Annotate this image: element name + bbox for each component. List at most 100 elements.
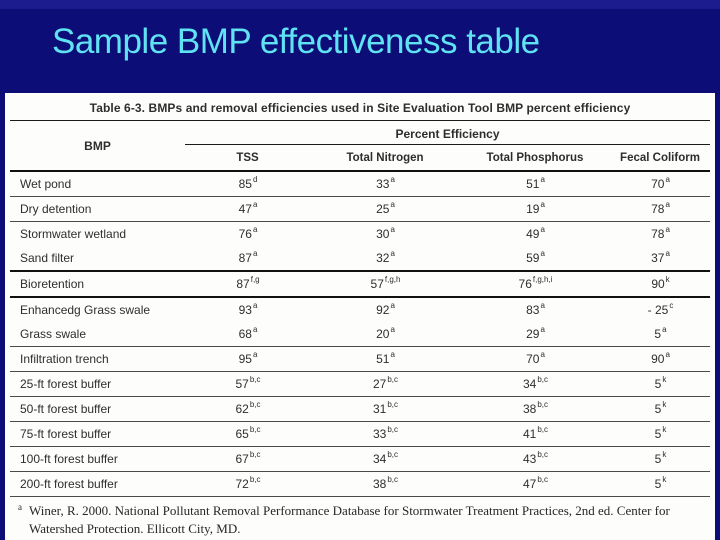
value-cell: 31b,c [310,400,460,417]
value-number: 33 [376,177,390,191]
value-superscript: d [252,175,258,184]
value-superscript: b,c [537,425,549,434]
value-number: 90 [651,277,665,291]
value-cell: 5k [610,476,710,492]
table-row: 100-ft forest buffer 67b,c 34b,c 43b,c 5k [10,447,710,472]
value-cell: 34b,c [310,451,460,467]
value-cell: 95a [185,350,310,367]
table-row: Stormwater wetland 76a 30a 49a 78a [10,222,710,246]
value-number: 43 [522,452,537,466]
value-number: 67 [235,452,249,466]
value-superscript: a [540,301,545,310]
bmp-name-cell: Wet pond [20,177,72,191]
value-cell: 33b,c [310,426,460,442]
value-cell: 70a [460,350,610,367]
value-superscript: b,c [537,375,549,384]
value-cell: 76a [185,226,310,242]
bmp-name-cell: 100-ft forest buffer [20,452,118,466]
value-number: 76 [238,227,252,241]
value-number: 78 [651,227,665,241]
value-cell: 30a [310,225,460,242]
value-superscript: a [665,200,670,209]
value-number: 70 [651,177,665,191]
value-number: 33 [372,427,387,441]
table-row: 200-ft forest buffer 72b,c 38b,c 47b,c 5k [10,472,710,497]
column-header-total-nitrogen: Total Nitrogen [346,152,424,164]
value-superscript: a [252,350,258,359]
table-row: 25-ft forest buffer 57b,c 27b,c 34b,c 5k [10,372,710,397]
value-cell: 33a [310,176,460,192]
slide-title: Sample BMP effectiveness table [52,22,540,61]
value-number: 59 [526,251,540,265]
value-number: 85 [238,177,252,191]
bmp-name-cell: 50-ft forest buffer [20,402,112,416]
value-number: 47 [238,202,252,216]
value-superscript: a [665,249,670,258]
value-cell: 47b,c [460,476,610,492]
value-number: 37 [651,251,665,265]
table-rows: Wet pond 85d 33a 51a 70a Dry detention 47a 25a 1… [10,172,710,497]
value-number: 51 [376,352,390,366]
value-cell: 41b,c [460,425,610,442]
value-superscript: b,c [249,475,261,484]
value-cell: 62b,c [185,401,310,417]
value-number: 90 [651,352,665,366]
value-number: 5 [654,427,662,441]
value-superscript: a [390,301,395,310]
bmp-table: Table 6-3. BMPs and removal efficiencies… [10,93,710,538]
value-superscript: b,c [537,400,549,409]
value-superscript: a [540,350,545,359]
value-cell: 5k [610,426,710,442]
value-number: 70 [526,352,540,366]
value-number: 32 [376,251,390,265]
value-number: 38 [372,477,387,491]
bmp-name-cell: 75-ft forest buffer [20,427,112,441]
value-cell: 57b,c [185,376,310,392]
table-row: Grass swale 68a 20a 29a 5a [10,322,710,347]
value-superscript: a [665,350,670,359]
value-superscript: a [252,325,258,334]
value-number: 93 [238,303,252,317]
column-header-total-phosphorus: Total Phosphorus [486,152,584,164]
bmp-name-cell: Dry detention [20,202,92,216]
value-superscript: k [662,400,667,409]
value-superscript: b,c [249,450,261,459]
value-cell: 47a [185,201,310,217]
value-cell: - 25c [610,302,710,318]
value-superscript: a [665,225,670,234]
value-cell: 32a [310,250,460,266]
value-cell: 20a [310,326,460,342]
value-number: 34 [372,452,387,466]
value-cell: 67b,c [185,450,310,467]
percent-efficiency-header: Percent Efficiency [185,121,710,145]
value-number: 38 [522,402,537,416]
table-panel: Table 6-3. BMPs and removal efficiencies… [5,93,715,540]
value-superscript: b,c [387,400,399,409]
value-superscript: a [540,200,545,209]
value-cell: 51a [460,176,610,192]
value-superscript: a [390,200,395,209]
value-cell: 78a [610,200,710,217]
value-cell: 93a [185,302,310,318]
value-number: 20 [376,327,390,341]
table-caption: Table 6-3. BMPs and removal efficiencies… [10,93,710,121]
value-superscript: f,g,h,i [532,275,553,284]
table-row: Wet pond 85d 33a 51a 70a [10,172,710,197]
value-cell: 5k [610,375,710,392]
value-number: 76 [518,277,532,291]
value-number: 78 [651,202,665,216]
value-superscript: a [540,249,545,258]
value-number: 65 [235,427,249,441]
bmp-column-header: BMP [84,138,111,153]
value-cell: 90k [610,276,710,292]
value-superscript: a [390,225,395,234]
value-number: 87 [238,251,252,265]
value-number: 49 [526,227,540,241]
value-number: 62 [235,402,249,416]
table-row: Enhancedg Grass swale 93a 92a 83a - 25c [10,298,710,322]
value-cell: 72b,c [185,475,310,492]
value-number: 29 [526,327,540,341]
column-header-fecal-coliform: Fecal Coliform [620,152,700,164]
value-superscript: k [662,375,667,384]
value-superscript: a [390,350,395,359]
